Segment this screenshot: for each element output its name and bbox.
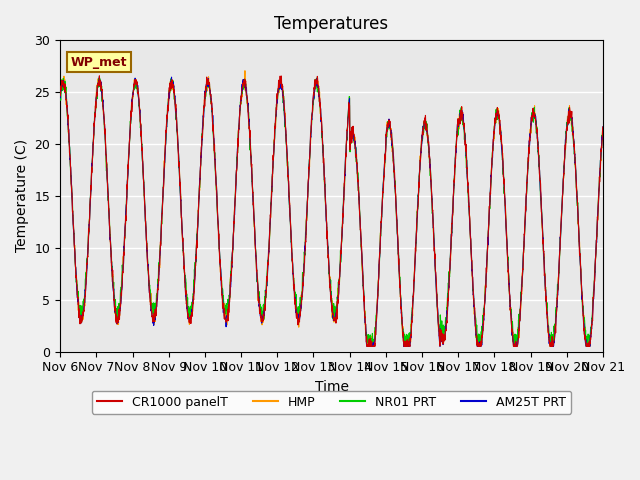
X-axis label: Time: Time (314, 380, 349, 394)
Y-axis label: Temperature (C): Temperature (C) (15, 139, 29, 252)
Title: Temperatures: Temperatures (275, 15, 388, 33)
Text: WP_met: WP_met (71, 56, 127, 69)
Legend: CR1000 panelT, HMP, NR01 PRT, AM25T PRT: CR1000 panelT, HMP, NR01 PRT, AM25T PRT (92, 391, 572, 414)
